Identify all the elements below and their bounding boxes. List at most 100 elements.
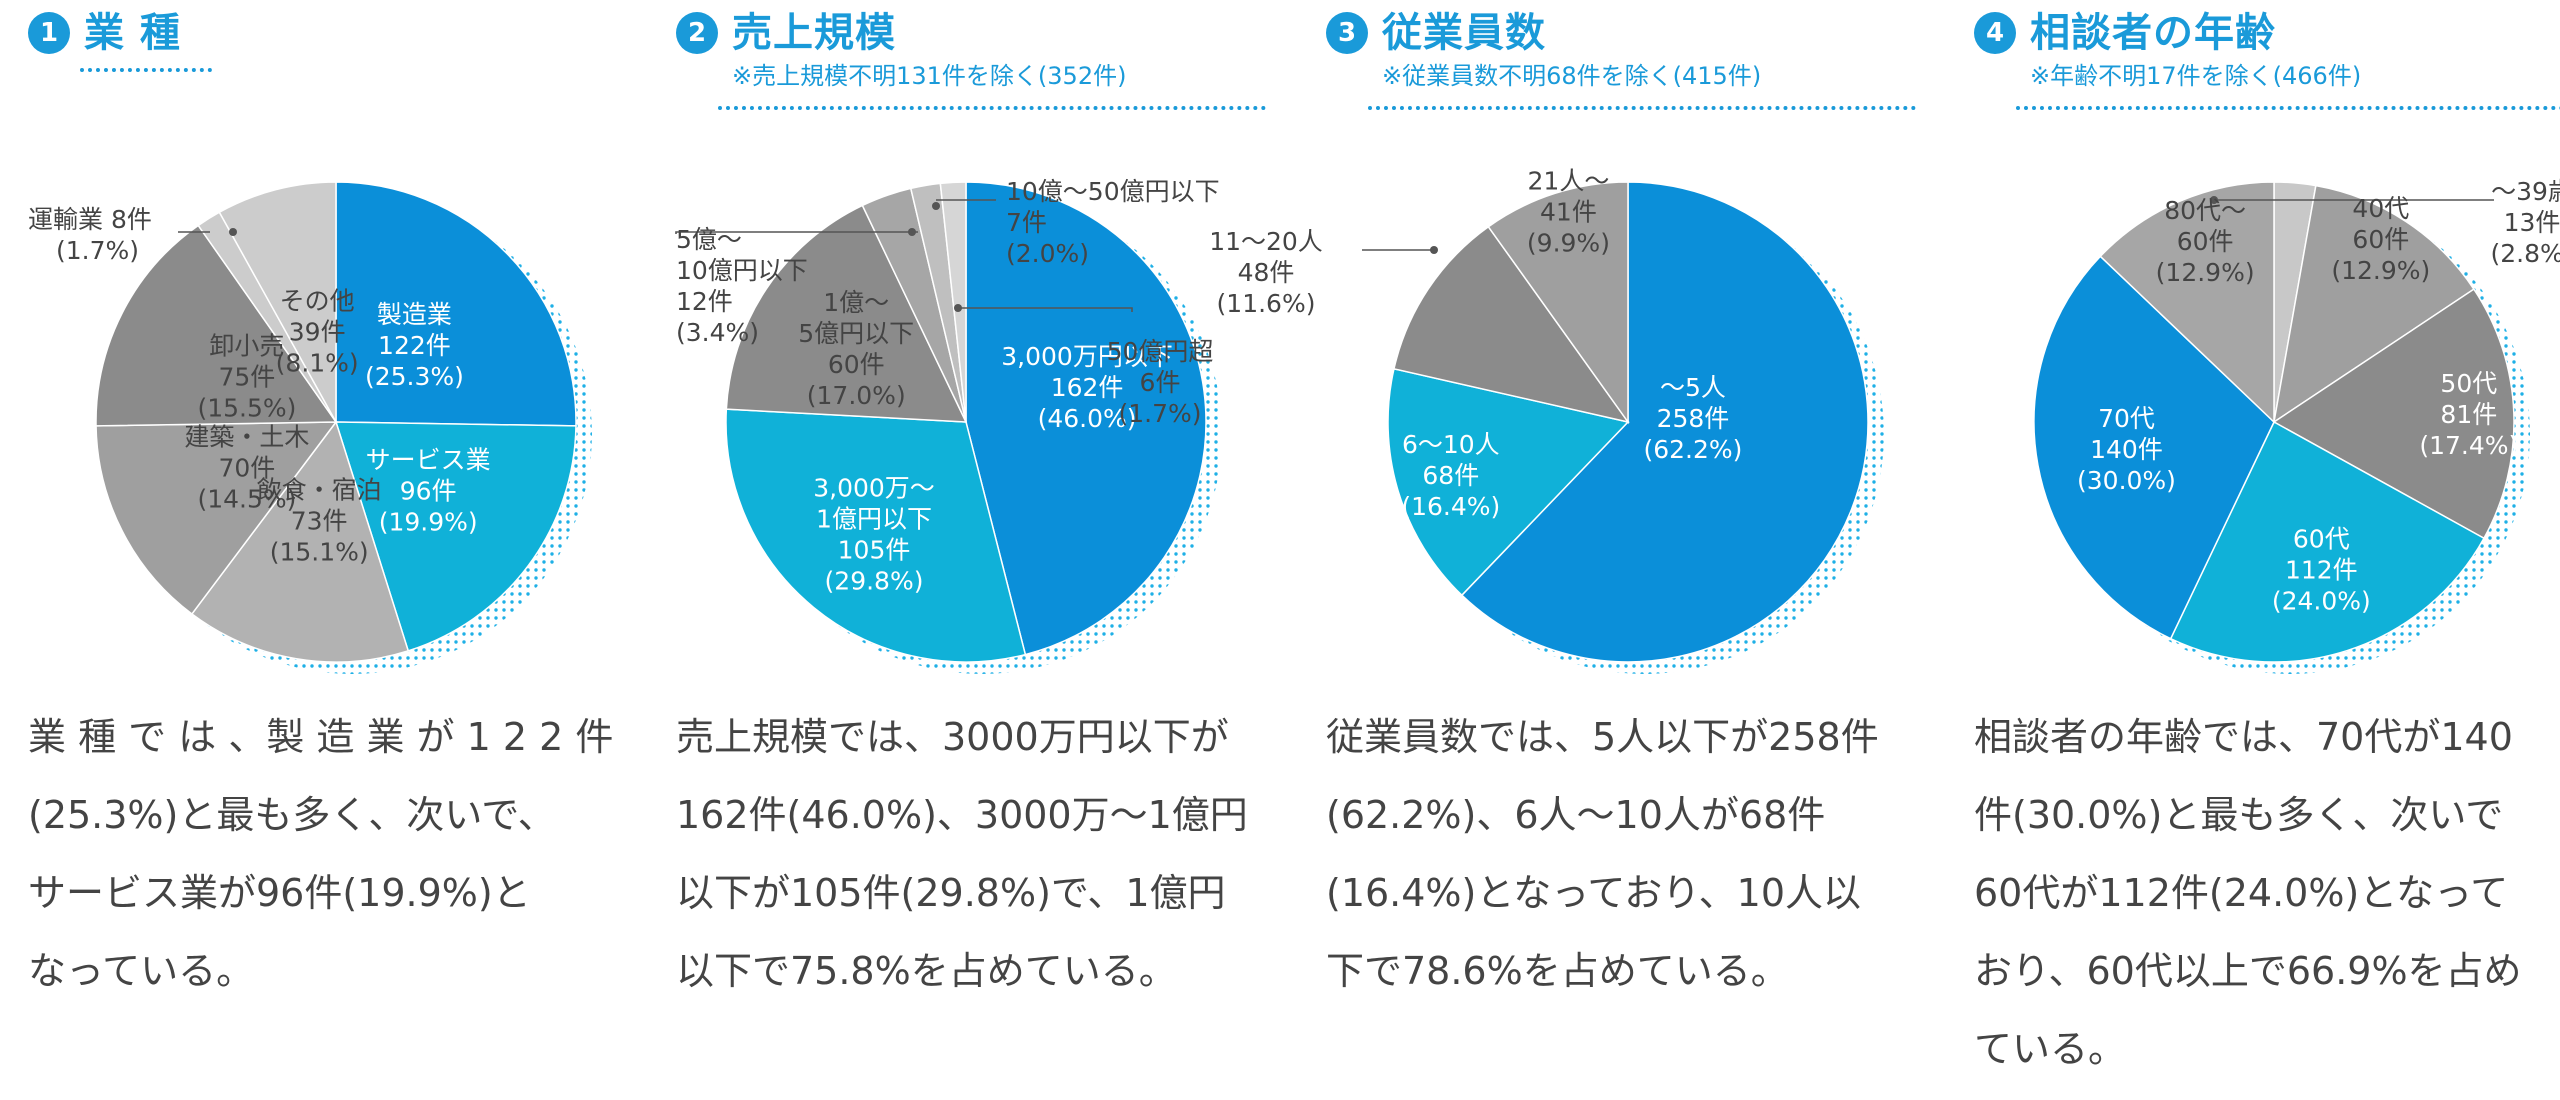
slice-label-text: 10億円以下 (676, 256, 808, 285)
slice-label-text: 建築・土木 (184, 422, 309, 451)
pie-slice (190, 420, 410, 663)
slice-label-text: (17.0%) (807, 381, 906, 410)
pie-slice (725, 204, 968, 423)
description-line: 162件(46.0%)、3000万～1億円 (676, 793, 1248, 837)
industry-pie-chart: 製造業122件(25.3%)サービス業96件(19.9%)飲食・宿泊73件(15… (28, 181, 592, 674)
panel-number-badge: 4 (1974, 12, 2016, 54)
slice-label-text: 73件 (291, 507, 348, 536)
slice-label: ～39歳13件(2.8%) (2490, 177, 2560, 268)
slice-label-text: (3.4%) (676, 318, 759, 347)
description-line: 業 種 で は 、製 造 業 が 1 2 2 件 (28, 715, 614, 759)
pie-slice (95, 421, 338, 615)
slice-label-text: (11.6%) (1217, 289, 1316, 318)
slice-label-text: (12.9%) (2156, 258, 2255, 287)
slice-label-text: 卸小売 (209, 332, 284, 361)
slice-label-text: 12件 (676, 287, 733, 316)
pie-slice (2272, 184, 2475, 424)
description-line: (25.3%)と最も多く、次いで、 (28, 793, 556, 837)
pie-slice (2099, 181, 2275, 424)
slice-label-text: サービス業 (366, 446, 491, 475)
slice-label-text: (1.7%) (1118, 399, 1201, 428)
leader-dot (908, 228, 916, 236)
slice-label-text: (62.2%) (1643, 435, 1742, 464)
panel-title: 業 種 (84, 10, 181, 56)
description-line: ている。 (1974, 1027, 2127, 1071)
leader-dot (1430, 246, 1438, 254)
slice-label-text: 3,000万～ (813, 474, 935, 503)
title-dotted-rule (80, 68, 212, 72)
leader-dot (932, 202, 940, 210)
slice-label-text: 50億円超 (1107, 337, 1214, 366)
slice-label-text: 80代～ (2164, 196, 2246, 225)
slice-label-text: 96件 (400, 477, 457, 506)
slice-label-text: 飲食・宿泊 (257, 476, 382, 505)
pie-slice (334, 421, 577, 652)
description-line: おり、60代以上で66.9%を占め (1974, 949, 2522, 993)
slice-label-text: 60件 (2352, 225, 2409, 254)
slice-label: 21人～41件(9.9%) (1527, 166, 1610, 257)
pie-slice (1387, 367, 1630, 597)
slice-label-text: 68件 (1422, 461, 1479, 490)
slice-label-text: ～5人 (1660, 373, 1726, 402)
slice-label-text: 75件 (219, 363, 276, 392)
slice-label-text: 40代 (2352, 194, 2409, 223)
panel-note: ※売上規模不明131件を除く(352件) (732, 62, 1127, 90)
slice-label-text: 60代 (2293, 525, 2350, 554)
slice-label-text: (24.0%) (2272, 587, 2371, 616)
employees-pie-chart: ～5人258件(62.2%)6～10人68件(16.4%)11～20人48件(1… (1209, 166, 1884, 674)
slice-label-text: 7件 (1006, 208, 1047, 237)
slice-label-text: 81件 (2440, 400, 2497, 429)
slice-label-text: 50代 (2440, 369, 2497, 398)
slice-label-text: 70件 (219, 453, 276, 482)
pie-slice (1487, 181, 1629, 425)
description-line: 件(30.0%)と最も多く、次いで (1974, 793, 2504, 837)
slice-label-text: 122件 (378, 331, 451, 360)
slice-label-text: (8.1%) (276, 348, 359, 377)
description-line: (16.4%)となっており、10人以 (1326, 871, 1862, 915)
slice-label: 80代～60件(12.9%) (2156, 196, 2255, 287)
slice-label-text: 3,000万円以下 (1001, 342, 1173, 371)
panel-industry: 1 業 種 製造業 122件 (25.3%) サービス業 96件 (19.9%) 飲食・宿泊… (28, 0, 628, 1100)
slice-label-text: 製造業 (377, 300, 452, 329)
slice-label-text: 258件 (1657, 404, 1730, 433)
pie-slice (218, 181, 337, 425)
slice-label-text: (46.0%) (1038, 404, 1137, 433)
panel-number-badge: 3 (1326, 12, 1368, 54)
slice-label-text: 60件 (2177, 227, 2234, 256)
pie-slice (1393, 225, 1630, 424)
slice-label-text: (14.5%) (197, 484, 296, 513)
leader-dot (229, 228, 237, 236)
slice-label-text: 60件 (828, 350, 885, 379)
age-pie-chart: ～39歳13件(2.8%)40代60件(12.9%)50代81件(17.4%)6… (2033, 177, 2560, 674)
slice-label-text: 48件 (1238, 258, 1295, 287)
slice-label-text: 5億～ (676, 225, 742, 254)
pie-slice (2169, 420, 2485, 663)
slice-label-text: 運輸業 8件 (28, 205, 152, 234)
title-dotted-rule (2016, 106, 2560, 110)
panel-sales-scale: 2 売上規模 ※売上規模不明131件を除く(352件) 3,000万円以下 162… (675, 0, 1276, 1100)
panel-number-badge: 1 (28, 12, 70, 54)
panel-note: ※年齢不明17件を除く(466件) (2030, 62, 2362, 90)
panel-number-badge: 2 (676, 12, 718, 54)
slice-label-text: 6～10人 (1402, 430, 1500, 459)
slice-label-text: 105件 (838, 536, 911, 565)
panel-title: 従業員数 (1382, 10, 1546, 56)
slice-label-text: (15.1%) (270, 538, 369, 567)
title-dotted-rule (718, 106, 1266, 110)
description-line: 従業員数では、5人以下が258件 (1326, 715, 1879, 759)
pie-slice (725, 408, 1027, 663)
slice-label-text: 70代 (2098, 404, 2155, 433)
